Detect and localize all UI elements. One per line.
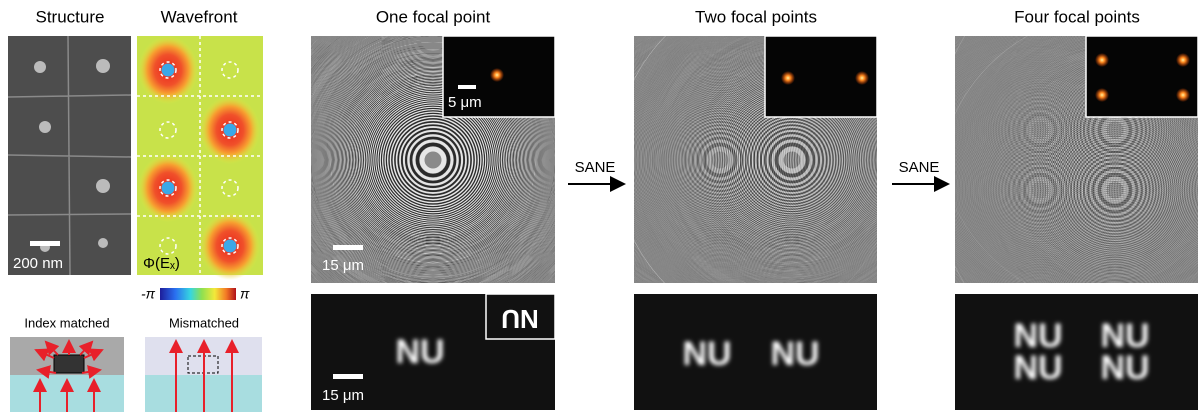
scale-bar-label: 15 μm — [322, 257, 364, 274]
image-text: NU — [770, 335, 819, 373]
colorbar — [160, 288, 236, 300]
index-matched-schematic — [10, 337, 124, 412]
scale-bar-label: 200 nm — [13, 255, 63, 272]
scale-bar-label: 15 μm — [322, 387, 364, 404]
image-result: NU NU 15 μm — [311, 294, 555, 410]
phase-profile — [256, 0, 610, 337]
schematic-label: Index matched — [24, 315, 109, 330]
panel-title: Structure — [36, 7, 105, 26]
image-text: NU — [395, 333, 444, 371]
colorbar-min: -π — [141, 286, 156, 302]
focal-inset — [1086, 36, 1198, 117]
inset-image-text: NU — [501, 304, 539, 334]
arrow-label: SANE — [575, 159, 616, 176]
focal-inset — [765, 36, 877, 117]
scale-bar — [333, 245, 363, 250]
panel-title: One focal point — [376, 7, 491, 26]
inset-scale-label: 5 μm — [448, 94, 482, 111]
image-text: NU — [1100, 349, 1149, 387]
figure: Structure Wavefront One focal point Two … — [0, 0, 1198, 412]
image-text: NU — [1013, 349, 1062, 387]
focal-inset: 5 μm — [443, 36, 555, 117]
panel-title: Wavefront — [161, 7, 238, 26]
image-text: NU — [682, 335, 731, 373]
mismatched-schematic — [145, 337, 262, 412]
panel-title: Two focal points — [695, 7, 817, 26]
sem-image: 200 nm — [8, 36, 131, 275]
arrow-label: SANE — [899, 159, 940, 176]
schematic-label: Mismatched — [169, 315, 239, 330]
image-result: NU NU — [634, 294, 877, 410]
wavefront-map: Φ(Eₓ) — [137, 36, 263, 280]
panel-title: Four focal points — [1014, 7, 1140, 26]
image-result: NU NU NU NU — [955, 294, 1198, 410]
wavefront-label: Φ(Eₓ) — [143, 255, 180, 272]
colorbar-max: π — [240, 286, 250, 302]
